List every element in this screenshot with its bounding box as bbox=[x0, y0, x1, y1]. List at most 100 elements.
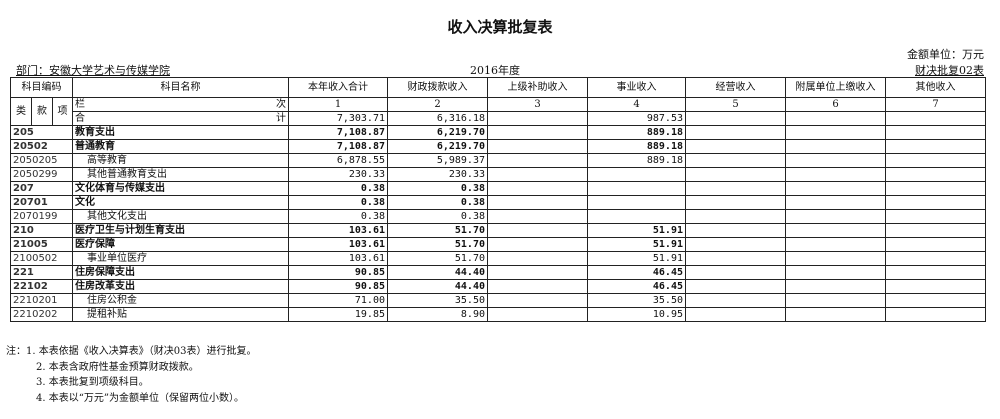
amount-cell bbox=[885, 293, 986, 308]
table-row: 210 医疗卫生与计划生育支出 103.61 51.70 51.91 bbox=[10, 223, 986, 238]
amount-cell bbox=[785, 293, 886, 308]
amount-cell: 103.61 bbox=[288, 251, 388, 266]
table-row: 21005 医疗保障 103.61 51.70 51.91 bbox=[10, 237, 986, 252]
amount-cell bbox=[785, 181, 886, 196]
subject-code: 2210201 bbox=[10, 293, 73, 308]
header-lei: 类 bbox=[10, 97, 32, 126]
table-row: 20502 普通教育 7,108.87 6,219.70 889.18 bbox=[10, 139, 986, 154]
header-code: 科目编码 bbox=[10, 77, 73, 98]
amount-cell bbox=[685, 139, 786, 154]
note: 2. 本表含政府性基金预算财政拨款。 bbox=[36, 361, 199, 373]
amount-cell bbox=[785, 265, 886, 280]
total-value bbox=[685, 111, 786, 126]
subject-code: 22102 bbox=[10, 279, 73, 294]
header-col: 财政拨款收入 bbox=[387, 77, 488, 98]
amount-cell bbox=[685, 279, 786, 294]
amount-cell bbox=[785, 139, 886, 154]
header-col: 事业收入 bbox=[587, 77, 686, 98]
amount-cell bbox=[487, 279, 588, 294]
amount-cell bbox=[587, 167, 686, 182]
amount-cell bbox=[685, 265, 786, 280]
he-ji: 合计 bbox=[72, 111, 289, 126]
subject-name: 住房保障支出 bbox=[72, 265, 289, 280]
amount-cell: 7,108.87 bbox=[288, 139, 388, 154]
col-num: 3 bbox=[487, 97, 588, 112]
amount-cell bbox=[685, 223, 786, 238]
amount-cell: 6,878.55 bbox=[288, 153, 388, 168]
amount-cell: 51.70 bbox=[387, 223, 488, 238]
table-row: 2100502 事业单位医疗 103.61 51.70 51.91 bbox=[10, 251, 986, 266]
fiscal-year: 2016年度 bbox=[470, 64, 520, 77]
amount-cell: 35.50 bbox=[387, 293, 488, 308]
col-num: 5 bbox=[685, 97, 786, 112]
amount-cell: 889.18 bbox=[587, 139, 686, 154]
amount-cell bbox=[685, 307, 786, 322]
amount-cell bbox=[885, 209, 986, 224]
amount-cell: 44.40 bbox=[387, 265, 488, 280]
amount-cell bbox=[885, 251, 986, 266]
amount-cell bbox=[587, 181, 686, 196]
amount-cell: 51.91 bbox=[587, 237, 686, 252]
amount-cell bbox=[885, 139, 986, 154]
subject-code: 2070199 bbox=[10, 209, 73, 224]
amount-cell bbox=[487, 223, 588, 238]
col-num: 7 bbox=[885, 97, 986, 112]
ci: 次 bbox=[276, 99, 286, 110]
amount-cell bbox=[785, 209, 886, 224]
amount-cell: 51.70 bbox=[387, 237, 488, 252]
subject-name: 高等教育 bbox=[72, 153, 289, 168]
amount-cell: 889.18 bbox=[587, 125, 686, 140]
amount-cell bbox=[785, 195, 886, 210]
table-row: 2210202 提租补贴 19.85 8.90 10.95 bbox=[10, 307, 986, 322]
total-row: 合计 7,303.71 6,316.18 987.53 bbox=[11, 111, 986, 126]
subject-code: 210 bbox=[10, 223, 73, 238]
table-row: 207 文化体育与传媒支出 0.38 0.38 bbox=[10, 181, 986, 196]
subject-name: 文化体育与传媒支出 bbox=[72, 181, 289, 196]
amount-cell: 10.95 bbox=[587, 307, 686, 322]
amount-cell: 0.38 bbox=[288, 181, 388, 196]
subject-code: 20701 bbox=[10, 195, 73, 210]
subject-name: 医疗保障 bbox=[72, 237, 289, 252]
income-table: 科目编码 科目名称 本年收入合计 财政拨款收入 上级补助收入 事业收入 经营收入… bbox=[10, 77, 986, 322]
amount-cell: 103.61 bbox=[288, 237, 388, 252]
subject-name: 教育支出 bbox=[72, 125, 289, 140]
amount-cell bbox=[487, 209, 588, 224]
amount-cell: 71.00 bbox=[288, 293, 388, 308]
subject-code: 221 bbox=[10, 265, 73, 280]
amount-cell bbox=[885, 125, 986, 140]
amount-cell bbox=[785, 223, 886, 238]
subject-code: 2210202 bbox=[10, 307, 73, 322]
col-num: 2 bbox=[387, 97, 488, 112]
total-value bbox=[785, 111, 886, 126]
subject-name: 文化 bbox=[72, 195, 289, 210]
header-col: 附属单位上缴收入 bbox=[785, 77, 886, 98]
amount-cell bbox=[487, 307, 588, 322]
amount-unit: 金额单位：万元 bbox=[907, 48, 984, 61]
subject-name: 事业单位医疗 bbox=[72, 251, 289, 266]
table-row: 2210201 住房公积金 71.00 35.50 35.50 bbox=[10, 293, 986, 308]
subject-name: 住房改革支出 bbox=[72, 279, 289, 294]
header-col: 本年收入合计 bbox=[288, 77, 388, 98]
amount-cell: 44.40 bbox=[387, 279, 488, 294]
amount-cell: 0.38 bbox=[387, 195, 488, 210]
amount-cell bbox=[885, 167, 986, 182]
amount-cell bbox=[785, 125, 886, 140]
amount-cell bbox=[785, 237, 886, 252]
amount-cell bbox=[487, 181, 588, 196]
lan: 栏 bbox=[75, 99, 85, 110]
amount-cell bbox=[685, 181, 786, 196]
subject-code: 21005 bbox=[10, 237, 73, 252]
amount-cell bbox=[685, 195, 786, 210]
amount-cell bbox=[487, 139, 588, 154]
subject-name: 其他普通教育支出 bbox=[72, 167, 289, 182]
amount-cell bbox=[685, 251, 786, 266]
amount-cell: 0.38 bbox=[387, 181, 488, 196]
ji: 计 bbox=[276, 113, 286, 124]
amount-cell bbox=[487, 293, 588, 308]
table-row: 20701 文化 0.38 0.38 bbox=[10, 195, 986, 210]
subject-name: 医疗卫生与计划生育支出 bbox=[72, 223, 289, 238]
table-row: 221 住房保障支出 90.85 44.40 46.45 bbox=[10, 265, 986, 280]
amount-cell bbox=[785, 279, 886, 294]
table-row: 2070199 其他文化支出 0.38 0.38 bbox=[10, 209, 986, 224]
amount-cell bbox=[885, 237, 986, 252]
